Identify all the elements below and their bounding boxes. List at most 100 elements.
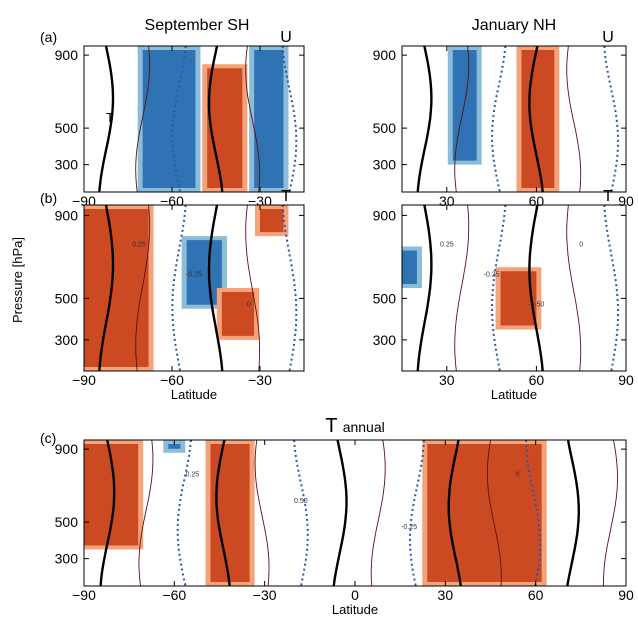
- axes-frame: [401, 45, 627, 193]
- y-tick-label: 300: [373, 332, 397, 348]
- contour-line-0: [416, 205, 433, 371]
- contour-label: -0.25: [401, 524, 417, 531]
- x-tick-label: 60: [529, 372, 545, 388]
- y-tick-label: 900: [55, 207, 79, 223]
- contour-label: 0.25: [440, 242, 454, 249]
- contour-line-8: [409, 440, 425, 586]
- contour-line-10: [486, 440, 502, 586]
- contour-label: 0.25: [132, 242, 146, 249]
- panel-letter-a: (a): [40, 29, 57, 45]
- contour-label: 0: [516, 472, 520, 479]
- contour-line-4: [245, 46, 261, 192]
- contour-label: 0: [247, 301, 251, 308]
- contour-line-0: [416, 46, 433, 192]
- contour-line-2: [491, 46, 507, 192]
- x-axis-label: Latitude: [332, 602, 378, 617]
- contour-line-4: [566, 205, 582, 371]
- x-tick-label: −30: [248, 372, 272, 388]
- plot-area: 0.25 -0.25 0: [84, 205, 298, 371]
- y-tick-label: 900: [55, 441, 79, 457]
- region-core-0: [84, 209, 149, 367]
- chart-b-jan-nh: 0.25 -0.25 -0.50 0 30 60 90 300 500 900 Latitude T: [373, 188, 634, 402]
- chart-c-annual: 0.25 0.50 -0.25 0 −90 −60 −30 0 30 60 90 300 500 900 L…: [55, 415, 634, 617]
- x-tick-label: 60: [528, 587, 544, 603]
- column-title-sep: September SH: [145, 17, 250, 34]
- panel-letter-c: (c): [40, 430, 56, 446]
- region-core-2: [168, 444, 181, 449]
- x-axis-label: Latitude: [491, 387, 537, 402]
- contour-line-13: [603, 440, 618, 586]
- plot-area: 0.25 0.50 -0.25 0: [84, 440, 618, 586]
- region-core-1: [402, 250, 417, 284]
- region-core-1: [186, 240, 222, 305]
- region-core-3: [427, 444, 542, 582]
- contour-line-4: [566, 46, 582, 192]
- contour-line-7: [370, 440, 386, 586]
- contour-line-0: [99, 440, 116, 586]
- x-tick-label: 0: [351, 587, 359, 603]
- y-tick-label: 500: [373, 120, 397, 136]
- contour-label: 0: [579, 242, 583, 249]
- panel-letter-b: (b): [40, 190, 57, 206]
- region-core-0: [142, 50, 196, 188]
- contour-label: -0.50: [528, 301, 544, 308]
- contour-line-3: [215, 440, 231, 586]
- contour-line-2: [176, 440, 192, 586]
- contour-label: -0.25: [186, 271, 202, 278]
- x-axis-label: Latitude: [171, 387, 217, 402]
- axes-frame: [401, 204, 627, 372]
- x-tick-label: 90: [618, 372, 634, 388]
- y-tick-label: 900: [55, 47, 79, 63]
- axes-frame: [83, 45, 305, 193]
- y-tick-label: 500: [55, 120, 79, 136]
- contour-line-3: [207, 205, 224, 371]
- corner-label: T: [281, 188, 291, 205]
- region-core-2: [254, 50, 284, 188]
- contour-line-0: [98, 205, 115, 371]
- y-tick-label: 300: [55, 551, 79, 567]
- contour-line-3: [528, 205, 544, 371]
- y-tick-label: 900: [373, 47, 397, 63]
- contour-line-12: [566, 440, 581, 586]
- x-tick-label: 30: [438, 587, 454, 603]
- plot-area: [416, 46, 620, 192]
- corner-label: T: [603, 188, 613, 205]
- contour-line-1: [454, 46, 470, 192]
- x-tick-label: −90: [72, 587, 96, 603]
- x-tick-label: −90: [72, 372, 96, 388]
- x-tick-label: −30: [253, 587, 277, 603]
- region-core-3: [260, 209, 284, 233]
- contour-line-3: [528, 46, 544, 192]
- contour-line-3: [207, 46, 224, 192]
- y-tick-label: 500: [373, 290, 397, 306]
- contour-line-0: [98, 46, 115, 192]
- contour-line-5: [603, 46, 620, 192]
- x-tick-label: 30: [439, 372, 455, 388]
- y-tick-label: 500: [55, 290, 79, 306]
- contour-label: 0.50: [294, 498, 308, 505]
- y-tick-label: 300: [55, 332, 79, 348]
- y-tick-label: 900: [373, 207, 397, 223]
- contour-line-5: [293, 440, 309, 586]
- y-axis-label: Pressure [hPa]: [10, 237, 25, 323]
- contour-line-1: [135, 205, 151, 371]
- y-tick-label: 300: [55, 157, 79, 173]
- contour-label: -0.25: [484, 271, 500, 278]
- region-core-2: [221, 292, 255, 336]
- x-tick-label: −60: [160, 372, 184, 388]
- plot-area: [98, 46, 298, 192]
- chart-title: T annual: [325, 415, 384, 437]
- corner-label: U: [280, 29, 292, 46]
- x-tick-label: −60: [162, 587, 186, 603]
- contour-line-4: [254, 440, 270, 586]
- column-title-jan: January NH: [472, 17, 556, 34]
- region-core-1: [207, 68, 243, 188]
- chart-b-sep-sh: 0.25 -0.25 0 −90 −60 −30 300 500 900 Latitude T: [55, 188, 305, 402]
- corner-label: U: [602, 29, 614, 46]
- y-tick-label: 300: [373, 157, 397, 173]
- contour-line-1: [138, 440, 154, 586]
- inner-label: T: [106, 110, 114, 125]
